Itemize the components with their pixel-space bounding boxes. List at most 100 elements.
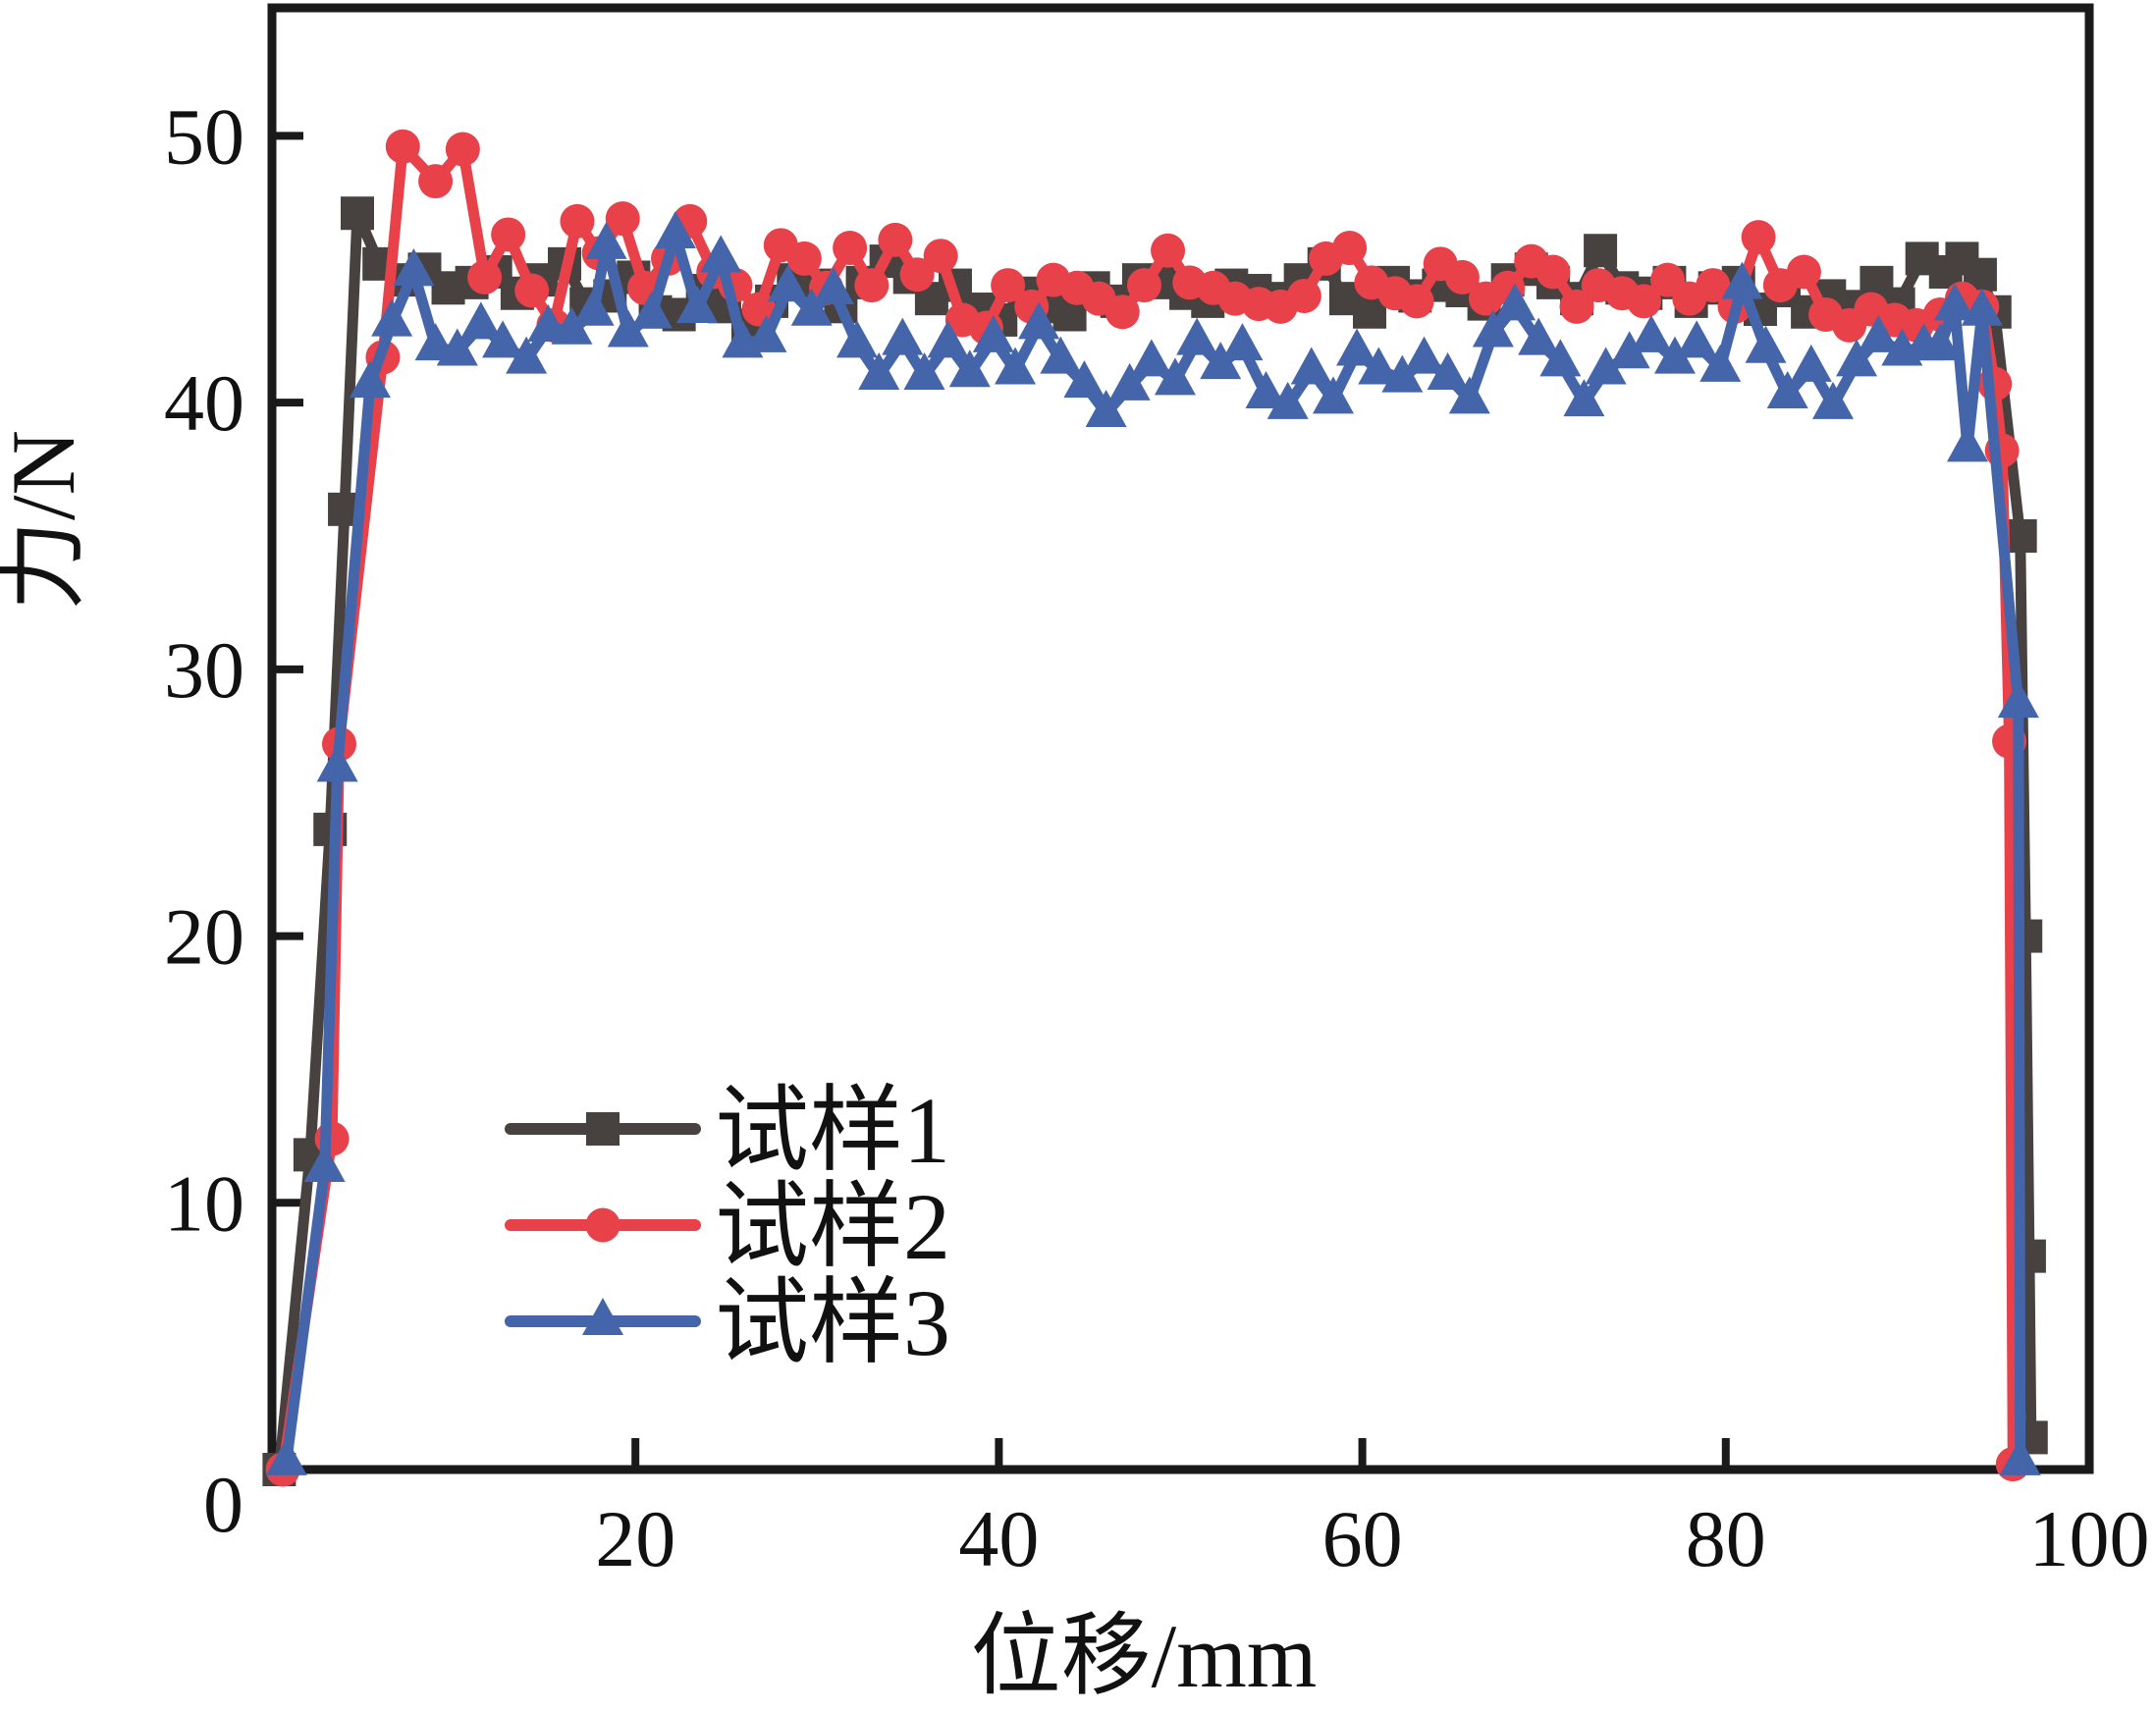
triangle-marker — [1381, 354, 1424, 393]
y-tick-label: 10 — [164, 1158, 244, 1248]
triangle-marker — [1997, 680, 2039, 719]
data-series — [262, 129, 2048, 1487]
square-marker — [586, 1112, 620, 1146]
triangle-marker — [630, 291, 673, 329]
triangle-marker — [1040, 336, 1082, 374]
triangle-marker — [1312, 376, 1354, 414]
triangle-marker — [459, 301, 502, 340]
triangle-marker — [1919, 323, 1962, 361]
circle-marker — [1536, 254, 1571, 290]
triangle-marker — [1946, 424, 1988, 462]
triangle-marker — [1934, 283, 1976, 321]
triangle-marker — [1812, 381, 1855, 419]
circle-marker — [1627, 284, 1662, 319]
triangle-marker — [1200, 342, 1242, 380]
triangle-marker — [836, 320, 879, 358]
circle-marker — [1559, 289, 1594, 324]
triangle-marker — [265, 1437, 307, 1475]
triangle-marker — [767, 264, 809, 302]
circle-marker — [1105, 294, 1140, 330]
legend-item: 试样3 — [505, 1270, 950, 1375]
triangle-marker — [676, 286, 719, 324]
triangle-marker — [1427, 351, 1469, 390]
circle-marker — [445, 132, 480, 167]
triangle-marker — [572, 288, 615, 326]
circle-marker — [585, 1207, 620, 1243]
series-3 — [265, 210, 2041, 1475]
legend-item: 试样2 — [505, 1174, 950, 1279]
triangle-marker — [1999, 1437, 2041, 1475]
circle-marker — [786, 241, 822, 276]
triangle-marker — [1563, 379, 1605, 417]
triangle-marker — [1539, 339, 1582, 377]
triangle-marker — [948, 349, 991, 388]
triangle-marker — [1858, 314, 1900, 352]
triangle-marker — [1494, 283, 1536, 321]
triangle-marker — [506, 336, 548, 374]
circle-marker — [1286, 278, 1321, 313]
legend-item: 试样1 — [505, 1078, 950, 1183]
triangle-marker — [995, 347, 1037, 385]
y-axis-ticks: 10 20 30 40 50 — [164, 91, 303, 1248]
legend-label: 试样2 — [715, 1174, 950, 1279]
circle-marker — [923, 239, 958, 274]
circle-marker — [1444, 259, 1480, 294]
triangle-marker — [1745, 325, 1787, 363]
triangle-marker — [1108, 362, 1151, 401]
y-tick-label: 50 — [164, 91, 244, 181]
triangle-marker — [1608, 331, 1650, 369]
origin-tick-label: 0 — [203, 1460, 243, 1549]
circle-marker — [1399, 284, 1434, 319]
triangle-marker — [1472, 309, 1514, 348]
triangle-marker — [1836, 339, 1878, 377]
circle-marker — [1126, 268, 1161, 303]
x-tick-label: 40 — [958, 1494, 1039, 1583]
triangle-marker — [393, 247, 435, 286]
triangle-marker — [1130, 339, 1172, 377]
triangle-marker — [745, 314, 787, 352]
triangle-marker — [349, 360, 391, 399]
triangle-marker — [1403, 336, 1445, 374]
triangle-marker — [1448, 376, 1490, 414]
triangle-marker — [1961, 288, 2003, 326]
x-axis-ticks: 20 40 60 80 100 — [595, 1438, 2150, 1583]
circle-marker — [833, 231, 868, 266]
circle-marker — [854, 268, 889, 303]
circle-marker — [1151, 233, 1186, 268]
triangle-marker — [1358, 347, 1400, 385]
triangle-marker — [972, 314, 1014, 352]
series-line — [273, 207, 2037, 1475]
triangle-marker — [1766, 370, 1808, 408]
legend-label: 试样1 — [715, 1078, 950, 1183]
y-axis-title: 力/N — [0, 430, 93, 611]
circle-marker — [467, 259, 503, 294]
x-tick-label: 20 — [595, 1494, 675, 1583]
triangle-marker — [882, 317, 924, 355]
triangle-marker — [1221, 323, 1264, 361]
circle-marker — [1332, 231, 1368, 266]
triangle-marker — [582, 1298, 623, 1335]
circle-marker — [878, 222, 913, 257]
triangle-marker — [482, 320, 524, 358]
triangle-marker — [316, 744, 358, 782]
legend-label: 试样3 — [715, 1270, 950, 1375]
x-tick-label: 100 — [2029, 1494, 2150, 1583]
triangle-marker — [1676, 320, 1718, 358]
triangle-marker — [585, 221, 627, 259]
triangle-marker — [551, 306, 593, 345]
circle-marker — [1696, 268, 1731, 303]
triangle-marker — [812, 267, 854, 305]
x-tick-label: 80 — [1686, 1494, 1766, 1583]
triangle-marker — [1699, 344, 1742, 382]
circle-marker — [560, 203, 595, 239]
triangle-marker — [303, 1144, 346, 1182]
triangle-marker — [700, 235, 742, 273]
triangle-marker — [1790, 344, 1832, 382]
triangle-marker — [927, 320, 969, 358]
circle-marker — [1741, 220, 1776, 255]
circle-marker — [991, 268, 1026, 303]
circle-marker — [514, 273, 550, 308]
